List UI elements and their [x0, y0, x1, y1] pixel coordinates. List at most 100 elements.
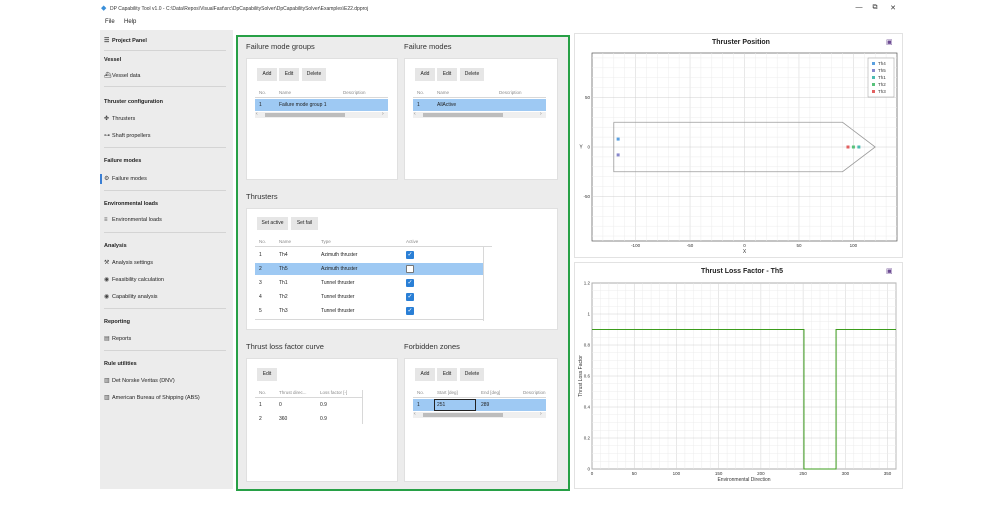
column-header[interactable]: End [deg]	[481, 390, 501, 395]
table-row[interactable]: 1 Th4 Azimuth thruster ✓	[255, 249, 483, 261]
scroll-thumb[interactable]	[423, 113, 503, 117]
forbidden-zones-title: Forbidden zones	[404, 342, 460, 351]
window-title: DP Capability Tool v1.0 - C:\Data\Repos\…	[110, 6, 369, 12]
thrust-loss-chart: 0 50 100 150 200 250 300 350 0 0.2 0.4 0.6 0.8 1 1.2 En…	[578, 281, 897, 483]
delete-button[interactable]: Delete	[460, 368, 484, 381]
cell-no: 5	[259, 308, 262, 314]
scroll-thumb[interactable]	[423, 413, 503, 417]
sidebar-item-thrusters[interactable]: ✤ Thrusters	[104, 115, 135, 125]
edit-button[interactable]: Edit	[437, 68, 457, 81]
table-row[interactable]: 3 Th1 Tunnel thruster ✓	[255, 277, 483, 289]
add-button[interactable]: Add	[415, 368, 435, 381]
column-header[interactable]: Thrust direc...	[279, 390, 307, 395]
save-icon[interactable]: ▣	[886, 268, 893, 275]
close-button[interactable]: ✕	[890, 5, 896, 12]
column-header[interactable]: Start [deg]	[437, 390, 458, 395]
plot-title: Thrust Loss Factor - Th5	[701, 268, 784, 275]
cell-name: Th2	[279, 294, 288, 300]
divider	[413, 97, 546, 98]
active-checkbox[interactable]: ✓	[406, 251, 414, 259]
column-header[interactable]: No.	[259, 239, 267, 244]
delete-button[interactable]: Delete	[302, 68, 326, 81]
active-checkbox[interactable]: ✓	[406, 293, 414, 301]
add-button[interactable]: Add	[257, 68, 277, 81]
scroll-thumb[interactable]	[265, 113, 345, 117]
x-tick-label: 0	[591, 471, 594, 476]
table-row[interactable]: 2 Th5 Azimuth thruster	[255, 263, 483, 275]
horizontal-scrollbar[interactable]: ‹ ›	[413, 111, 546, 118]
add-button[interactable]: Add	[415, 68, 435, 81]
x-tick-label: 100	[850, 243, 858, 248]
sidebar-item-capability[interactable]: ◉ Capability analysis	[104, 293, 158, 303]
column-header[interactable]: No.	[417, 90, 425, 95]
scroll-right-icon[interactable]: ›	[382, 111, 384, 117]
horizontal-scrollbar[interactable]: ‹ ›	[255, 111, 388, 118]
column-header[interactable]: Name	[279, 90, 292, 95]
cell-no: 1	[259, 102, 262, 108]
sidebar-item-dnv[interactable]: ▥ Det Norske Veritas (DNV)	[104, 377, 175, 387]
column-header[interactable]: No.	[259, 90, 267, 95]
column-header[interactable]: Description	[343, 90, 366, 95]
column-header[interactable]: No.	[259, 390, 267, 395]
menu-file[interactable]: File	[105, 19, 115, 25]
x-tick-label: 250	[799, 471, 807, 476]
cell-no: 1	[417, 102, 420, 108]
sidebar-item-feasibility[interactable]: ◉ Feasibility calculation	[104, 276, 164, 286]
sidebar-item-analysis-settings[interactable]: ⚒ Analysis settings	[104, 259, 153, 269]
horizontal-scrollbar[interactable]: ‹ ›	[413, 411, 546, 418]
thrust-loss-curve-title: Thrust loss factor curve	[246, 342, 324, 351]
failure-modes-card: Add Edit Delete No. Name Description 1 A…	[404, 58, 558, 180]
column-header[interactable]: No.	[417, 390, 425, 395]
save-icon[interactable]: ▣	[886, 39, 893, 46]
table-row[interactable]: 4 Th2 Tunnel thruster ✓	[255, 291, 483, 303]
y-tick-label: 1.2	[584, 281, 591, 286]
start-edit-cell[interactable]	[434, 399, 476, 411]
x-tick-label: -50	[687, 243, 694, 248]
legend-swatch	[872, 90, 875, 93]
table-row[interactable]: 1 Failure mode group 1	[255, 99, 388, 111]
edit-button[interactable]: Edit	[257, 368, 277, 381]
edit-button[interactable]: Edit	[279, 68, 299, 81]
scroll-left-icon[interactable]: ‹	[256, 111, 258, 117]
project-panel-toggle[interactable]: ☰ Project Panel	[104, 37, 147, 47]
scroll-right-icon[interactable]: ›	[540, 411, 542, 417]
scroll-left-icon[interactable]: ‹	[414, 411, 416, 417]
table-row[interactable]: 5 Th3 Tunnel thruster ✓	[255, 305, 483, 317]
active-checkbox[interactable]	[406, 265, 414, 273]
column-header[interactable]: Name	[437, 90, 450, 95]
sidebar-item-vessel-data[interactable]: ⛴Vessel data	[104, 72, 140, 82]
cell-type: Tunnel thruster	[321, 280, 355, 286]
table-row[interactable]: 1 AllActive	[413, 99, 546, 111]
x-tick-label: 200	[757, 471, 765, 476]
column-header[interactable]: Description	[499, 90, 522, 95]
ship-icon: ⛴	[104, 73, 112, 79]
sidebar-item-shaft-propellers[interactable]: ⊶ Shaft propellers	[104, 132, 151, 142]
column-header[interactable]: Active	[406, 239, 419, 244]
column-header[interactable]: Loss factor [-]	[320, 390, 348, 395]
delete-button[interactable]: Delete	[460, 68, 484, 81]
minimize-button[interactable]: —	[855, 4, 863, 11]
active-checkbox[interactable]: ✓	[406, 307, 414, 315]
list-icon: ≡	[104, 217, 108, 223]
table-row[interactable]: 2 360 0.9	[255, 413, 362, 425]
scroll-left-icon[interactable]: ‹	[414, 111, 416, 117]
edit-button[interactable]: Edit	[437, 368, 457, 381]
column-header[interactable]: Name	[279, 239, 292, 244]
sidebar-item-abs[interactable]: ▥ American Bureau of Shipping (ABS)	[104, 394, 200, 404]
set-fail-button[interactable]: Set fail	[291, 217, 318, 230]
scroll-right-icon[interactable]: ›	[540, 111, 542, 117]
x-tick-label: 0	[743, 243, 746, 248]
table-row[interactable]: 1 251 289	[413, 399, 546, 411]
table-row[interactable]: 1 0 0.9	[255, 399, 362, 411]
y-tick-label: 0	[587, 467, 590, 472]
divider	[255, 319, 483, 320]
active-checkbox[interactable]: ✓	[406, 279, 414, 287]
column-header[interactable]: Description	[523, 390, 546, 395]
menu-help[interactable]: Help	[124, 19, 137, 25]
sidebar-item-env-loads[interactable]: ≡ Environmental loads	[104, 217, 162, 227]
restore-button[interactable]: ⧉	[872, 4, 878, 11]
sidebar-item-reports[interactable]: ▤ Reports	[104, 335, 131, 345]
column-header[interactable]: Type	[321, 239, 331, 244]
sidebar-item-failure-modes[interactable]: ⚙ Failure modes	[104, 175, 147, 185]
set-active-button[interactable]: Set active	[257, 217, 288, 230]
